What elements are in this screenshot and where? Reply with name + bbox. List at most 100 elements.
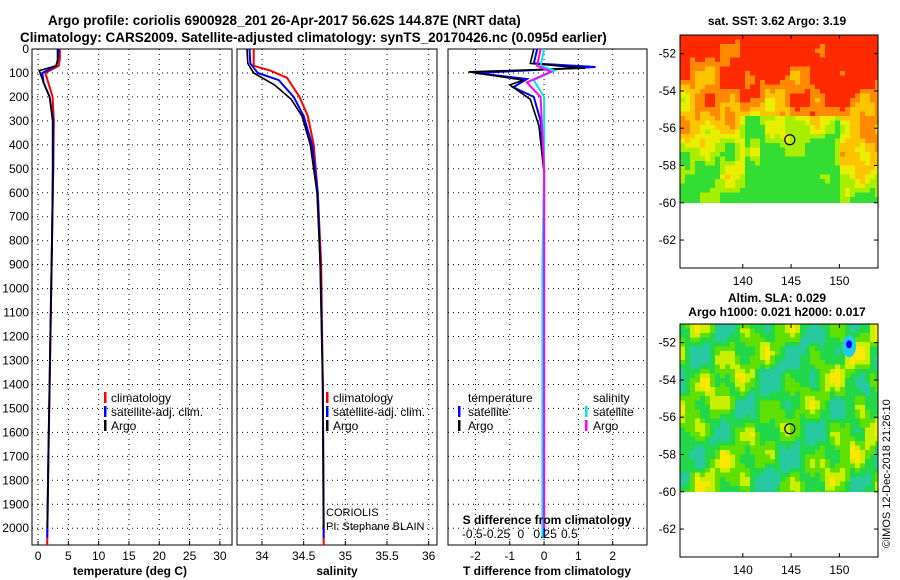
map-cell	[760, 71, 766, 76]
map-cell	[810, 188, 816, 193]
map-cell	[815, 373, 821, 379]
map-cell	[865, 138, 871, 144]
map-cell	[740, 454, 746, 460]
map-cell	[815, 346, 821, 352]
map-cell	[795, 391, 801, 397]
map-cell	[745, 432, 751, 437]
map-cell	[795, 39, 801, 45]
map-cell	[790, 170, 796, 175]
map-cell	[690, 147, 696, 153]
map-cell	[680, 156, 686, 162]
map-cell	[765, 337, 771, 343]
map-cell	[730, 445, 736, 451]
map-cell	[855, 369, 861, 374]
map-cell	[780, 66, 786, 72]
map-cell	[865, 481, 871, 487]
map-cell	[850, 57, 856, 63]
map-cell	[810, 423, 816, 428]
map-cell	[800, 490, 806, 493]
map-cell	[690, 75, 696, 81]
map-cell	[770, 62, 776, 67]
map-cell	[700, 134, 706, 139]
map-cell	[795, 75, 801, 81]
map-cell	[735, 373, 741, 379]
map-cell	[845, 143, 851, 148]
map-cell	[835, 432, 841, 437]
map-cell	[725, 134, 731, 139]
map-cell	[845, 98, 851, 103]
map-cell	[785, 161, 791, 166]
map-cell	[865, 364, 871, 370]
map-cell	[765, 188, 771, 193]
map-cell	[770, 342, 776, 347]
map-cell	[695, 102, 701, 108]
sla-eddy-core	[846, 340, 853, 349]
map-cell	[795, 89, 801, 94]
map-cell	[805, 201, 811, 204]
map-cell	[700, 405, 706, 410]
map-cell	[760, 170, 766, 175]
map-cell	[800, 156, 806, 162]
map-cell	[875, 333, 879, 338]
map-cell	[835, 441, 841, 446]
map-cell	[765, 152, 771, 157]
map-cell	[685, 93, 691, 99]
difference-series-0	[475, 48, 596, 538]
map-cell	[745, 378, 751, 383]
map-cell	[700, 373, 706, 379]
map-cell	[710, 48, 716, 54]
map-cell	[860, 170, 866, 175]
map-cell	[785, 369, 791, 374]
map-cell	[715, 57, 721, 63]
map-cell	[735, 183, 741, 189]
map-cell	[805, 129, 811, 135]
difference-top-xlabel: S difference from climatology	[463, 513, 632, 527]
map-cell	[855, 44, 861, 49]
map-cell	[715, 360, 721, 365]
map-cell	[715, 355, 721, 361]
map-cell	[685, 125, 691, 130]
map-cell	[790, 432, 796, 437]
map-cell	[765, 120, 771, 126]
map-cell	[730, 80, 736, 85]
map-cell	[730, 373, 736, 379]
map-cell	[780, 378, 786, 383]
map-cell	[840, 192, 846, 198]
map-cell	[845, 138, 851, 144]
map-cell	[810, 490, 816, 493]
map-cell	[845, 134, 851, 139]
map-cell	[820, 486, 826, 491]
map-cell	[710, 432, 716, 437]
map-cell	[710, 57, 716, 63]
map-cell	[790, 486, 796, 491]
map-cell	[725, 387, 731, 392]
plot-layer: 0100200300400500600700800900100011001200…	[2, 34, 879, 577]
map-cell	[865, 183, 871, 189]
map-cell	[770, 71, 776, 76]
map-cell	[680, 342, 686, 347]
map-cell	[800, 57, 806, 63]
map-cell	[695, 409, 701, 415]
map-cell	[845, 481, 851, 487]
map-cell	[695, 324, 701, 329]
map-cell	[870, 57, 876, 63]
map-cell	[825, 373, 831, 379]
map-cell	[780, 414, 786, 419]
map-cell	[855, 120, 861, 126]
map-cell	[685, 80, 691, 85]
map-cell	[715, 441, 721, 446]
map-cell	[725, 364, 731, 370]
map-cell	[685, 161, 691, 166]
map-cell	[860, 391, 866, 397]
map-cell	[810, 445, 816, 451]
map-cell	[855, 378, 861, 383]
map-cell	[820, 477, 826, 482]
map-cell	[825, 120, 831, 126]
map-cell	[825, 427, 831, 433]
map-cell	[805, 387, 811, 392]
map-cell	[800, 62, 806, 67]
map-cell	[820, 369, 826, 374]
map-cell	[785, 355, 791, 361]
map-cell	[865, 400, 871, 406]
map-cell	[795, 427, 801, 433]
